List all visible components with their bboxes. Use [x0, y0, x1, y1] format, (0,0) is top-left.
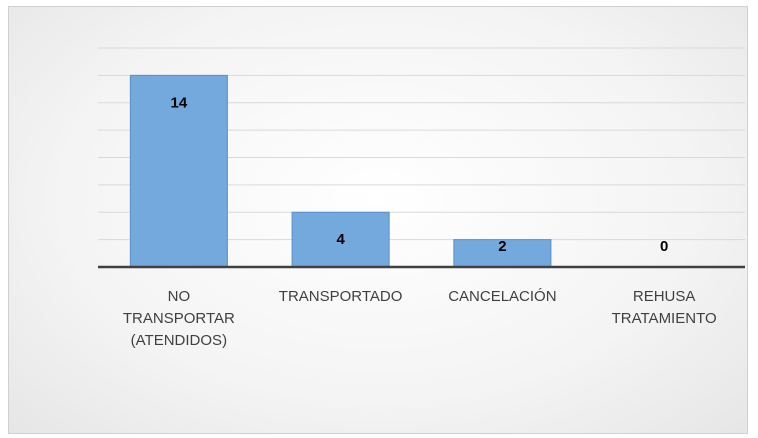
data-label: 4 [336, 231, 345, 248]
x-tick-label: CANCELACIÓN [448, 288, 557, 305]
x-tick-label: REHUSA TRATAMIENTO [611, 288, 717, 327]
data-label: 14 [171, 94, 188, 111]
x-tick-label: NO TRANSPORTAR (ATENDIDOS) [122, 288, 235, 349]
x-tick-label: TRANSPORTADO [278, 288, 403, 305]
data-label: 2 [498, 238, 506, 255]
data-label: 0 [660, 238, 668, 255]
